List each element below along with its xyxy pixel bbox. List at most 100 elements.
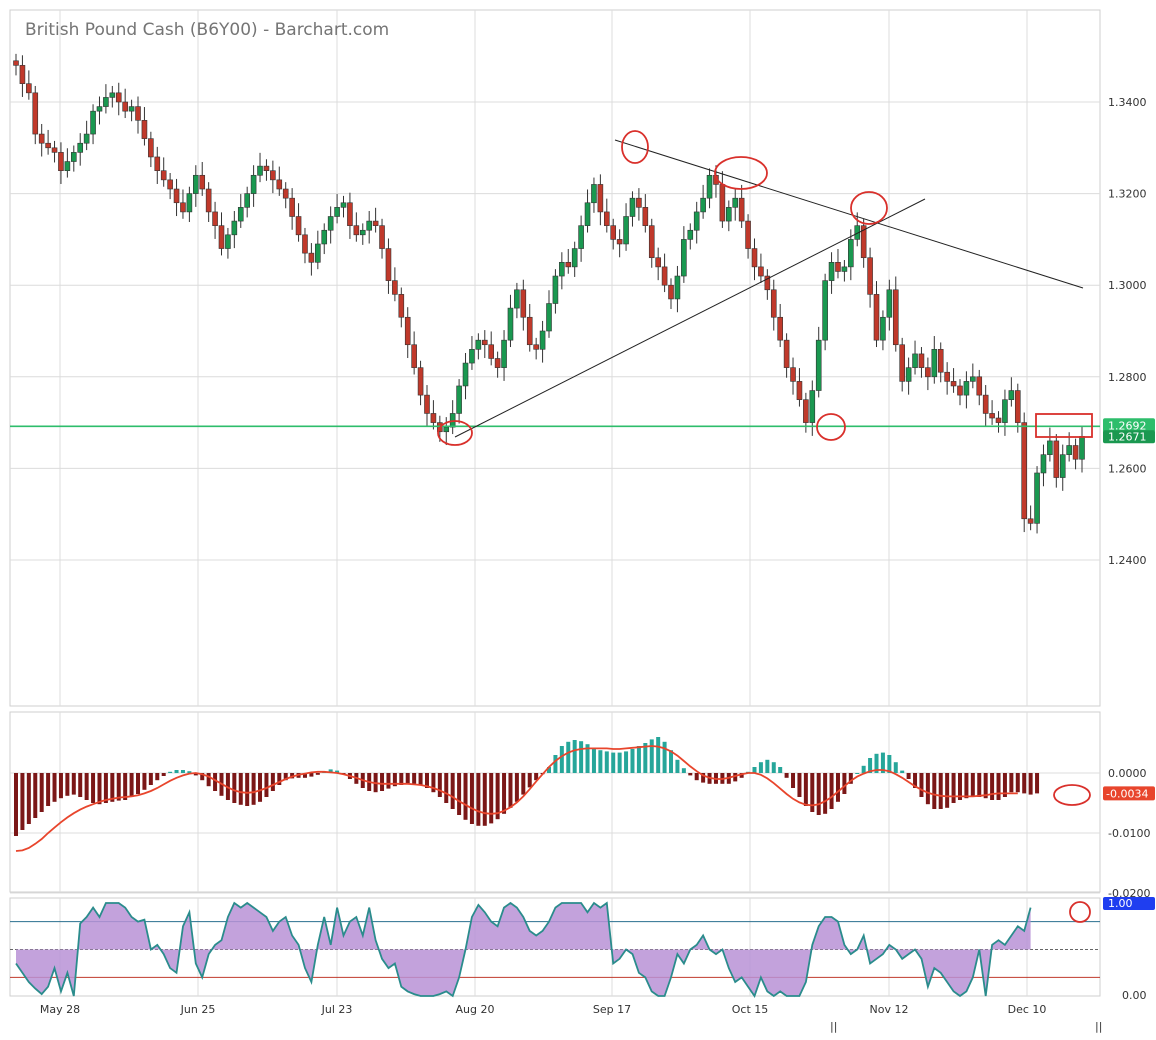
macd-bar [155, 773, 160, 781]
candle-body [199, 174, 206, 190]
macd-bar [52, 773, 57, 802]
candle-body [571, 248, 578, 268]
candle [430, 400, 437, 430]
candle [456, 379, 462, 424]
candle-body [218, 225, 225, 249]
candle [912, 340, 918, 375]
macd-bar [71, 773, 76, 795]
candle [982, 385, 989, 427]
candle-body [655, 257, 661, 268]
candle [867, 247, 873, 308]
macd-bar [424, 773, 429, 788]
candle [957, 379, 963, 406]
candle-body [616, 239, 623, 245]
candle-body [559, 261, 565, 277]
chart-title: British Pound Cash (B6Y00) - Barchart.co… [25, 20, 389, 40]
macd-bar [129, 773, 134, 797]
macd-bar [14, 773, 18, 836]
macd-bar [489, 773, 494, 824]
candle [726, 200, 732, 232]
macd-bar [380, 773, 385, 791]
highlight-circle [714, 156, 768, 190]
candle [514, 282, 520, 319]
candle-body [13, 60, 19, 66]
stoch-area [16, 903, 1031, 996]
macd-bar [758, 762, 763, 773]
candle-body [77, 142, 84, 153]
macd-bar [213, 773, 218, 791]
macd-bar [238, 773, 243, 805]
candle-body [135, 106, 141, 121]
candle [501, 330, 507, 381]
macd-bar [643, 743, 648, 773]
macd-bar [91, 773, 96, 803]
macd-bar [508, 773, 513, 808]
candle [315, 230, 321, 270]
candle [205, 182, 212, 222]
macd-bar [617, 752, 622, 773]
macd-bar [527, 773, 532, 788]
candle-body [841, 266, 848, 272]
candle [886, 279, 893, 331]
candle [1021, 412, 1028, 533]
macd-bar [495, 773, 500, 820]
candle [925, 357, 931, 391]
price-badge-secondary [1103, 430, 1155, 444]
candle [520, 279, 527, 331]
candle-body [1047, 440, 1053, 455]
candle-body [886, 289, 893, 318]
macd-bar [823, 773, 828, 814]
candle-body [970, 376, 976, 382]
candle-body [19, 65, 26, 84]
macd-bar [566, 741, 571, 773]
candle [533, 337, 539, 360]
macd-bar [502, 773, 507, 814]
candle [109, 85, 116, 108]
macd-bar [694, 773, 699, 781]
candle-body [777, 316, 783, 341]
candle [777, 303, 783, 348]
candle [411, 331, 417, 375]
macd-bar [893, 762, 898, 773]
scroll-handle-left[interactable]: || [830, 1020, 837, 1033]
candle-body [623, 216, 629, 245]
candle-body [488, 344, 495, 359]
x-tick-label: Sep 17 [593, 1003, 631, 1016]
candle [494, 351, 501, 378]
macd-bar [457, 773, 462, 815]
candle-body [822, 280, 828, 341]
candle [559, 252, 565, 290]
candle-body [514, 289, 520, 309]
candle-body [860, 225, 867, 259]
candle [32, 85, 39, 145]
candle-body [693, 211, 700, 231]
macd-bar [855, 773, 860, 774]
candle-body [392, 280, 398, 295]
candle-body [334, 207, 340, 217]
scroll-handle-right[interactable]: || [1095, 1020, 1102, 1033]
stoch-value-label: 1.00 [1108, 897, 1133, 910]
macd-bar [469, 773, 474, 824]
macd-bar [572, 740, 577, 773]
macd-bar [534, 773, 539, 781]
candle [809, 380, 816, 436]
x-tick-label: Jun 25 [180, 1003, 216, 1016]
macd-bar [315, 773, 320, 775]
candle [289, 188, 295, 230]
candle-body [648, 225, 655, 259]
candle [661, 253, 668, 293]
candle-body [385, 248, 392, 281]
candle [96, 96, 103, 125]
macd-bar [880, 752, 885, 773]
price-badge-secondary-label: 1.2671 [1108, 430, 1147, 443]
candle-body [321, 229, 328, 245]
candle-body [443, 426, 450, 433]
candle-body [58, 152, 64, 172]
candle [880, 310, 886, 351]
macd-bar [168, 771, 173, 773]
candle [578, 215, 584, 262]
candle-body [995, 417, 1002, 423]
macd-bar [803, 773, 808, 806]
macd-bar [591, 747, 596, 773]
macd-bar [110, 773, 115, 802]
